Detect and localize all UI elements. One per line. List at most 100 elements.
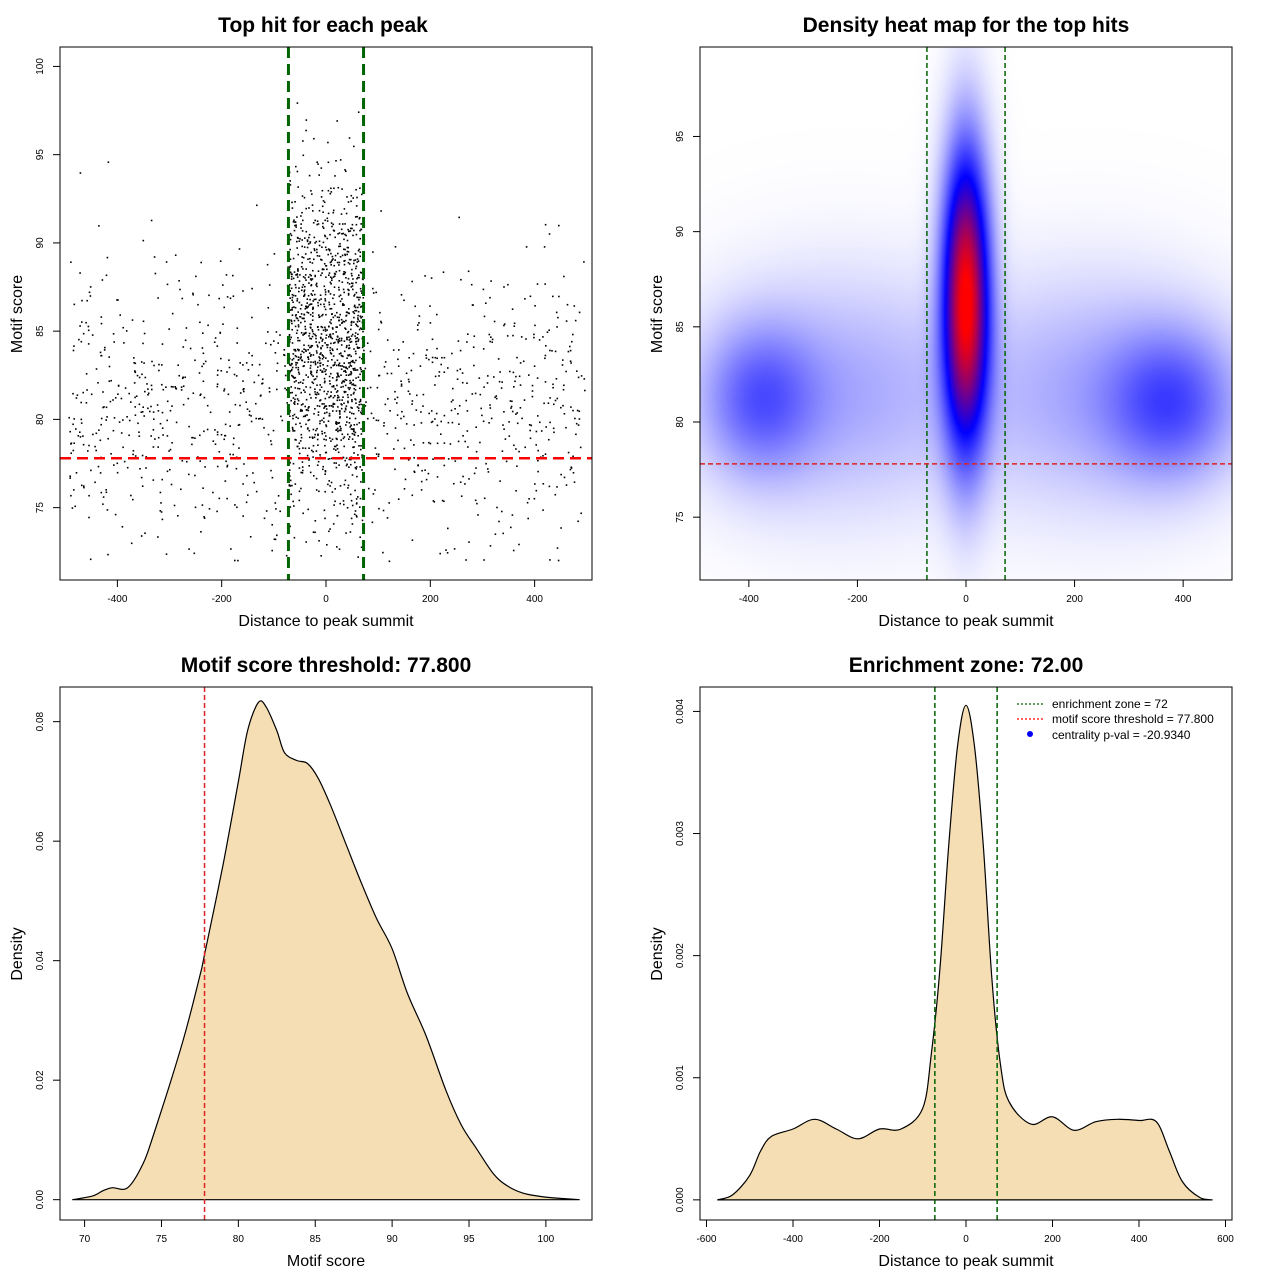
scatter-point — [345, 366, 347, 369]
distance-density-x-axis: -600 -400 -200 0 200 400 600 — [696, 1219, 1234, 1245]
legend-threshold-label: motif score threshold = 77.800 — [1052, 712, 1214, 726]
scatter-point — [342, 303, 344, 305]
scatter-point — [312, 308, 314, 310]
scatter-point — [525, 338, 527, 340]
scatter-point — [345, 457, 348, 459]
scatter-point — [324, 288, 327, 291]
scatter-point — [132, 498, 134, 501]
scatter-point — [289, 370, 292, 372]
scatter-point — [69, 475, 71, 477]
scatter-point — [142, 320, 145, 323]
scatter-point — [296, 274, 299, 276]
scatter-point — [268, 387, 271, 389]
scatter-point — [347, 288, 349, 291]
scatter-point — [432, 458, 434, 460]
scatter-point — [88, 516, 90, 519]
scatter-point — [248, 410, 251, 413]
scatter-point — [352, 383, 355, 385]
scatter-point — [332, 276, 335, 278]
scatter-point — [307, 409, 310, 412]
scatter-point — [299, 308, 302, 310]
scatter-point — [329, 383, 331, 385]
scatter-point — [293, 271, 296, 273]
scatter-point — [296, 247, 298, 249]
scatter-point — [106, 509, 109, 511]
scatter-point — [402, 341, 404, 343]
scatter-point — [352, 413, 355, 415]
scatter-point — [351, 432, 354, 435]
heatmap-y-tick-label: 90 — [675, 226, 686, 238]
scatter-point — [255, 402, 257, 405]
scatter-point — [309, 471, 312, 474]
scatter-point — [348, 438, 350, 440]
scatter-point — [112, 399, 114, 401]
scatter-point — [355, 205, 358, 207]
scatter-point — [331, 327, 334, 329]
scatter-point — [128, 419, 131, 422]
scatter-point — [184, 376, 186, 379]
scatter-point — [342, 355, 344, 358]
scatter-point — [357, 318, 359, 321]
scatter-point — [467, 446, 469, 448]
scatter-point — [407, 459, 410, 461]
scatter-point — [474, 499, 477, 502]
scatter-point — [138, 431, 140, 433]
scatter-point — [529, 437, 532, 440]
scatter-point — [447, 458, 450, 460]
scatter-point — [548, 233, 551, 235]
scatter-point — [102, 496, 105, 498]
scatter-point — [289, 479, 292, 482]
scatter-point — [298, 388, 301, 390]
scatter-point — [246, 474, 248, 477]
scatter-point — [537, 415, 539, 417]
scatter-point — [376, 386, 379, 389]
scatter-point — [442, 271, 445, 273]
scatter-point — [328, 380, 331, 382]
scatter-point — [289, 266, 291, 268]
scatter-point — [400, 380, 402, 382]
scatter-point — [347, 292, 350, 295]
scatter-point — [342, 223, 344, 225]
scatter-point — [325, 435, 327, 437]
scatter-point — [436, 424, 439, 427]
scatter-point — [350, 328, 352, 331]
scatter-point — [304, 405, 306, 408]
scatter-point — [322, 364, 324, 366]
scatter-y-tick-label: 75 — [35, 502, 46, 514]
scatter-point — [173, 504, 176, 507]
scatter-point — [403, 299, 405, 302]
scatter-point — [162, 434, 164, 436]
scatter-point — [291, 322, 293, 325]
scatter-point — [322, 417, 325, 420]
scatter-point — [358, 328, 361, 331]
scatter-point — [321, 272, 323, 274]
scatter-point — [556, 547, 559, 549]
scatter-point — [494, 396, 496, 399]
scatter-point — [551, 350, 553, 352]
scatter-point — [323, 305, 326, 308]
scatter-point — [181, 460, 184, 462]
scatter-point — [328, 334, 331, 336]
scatter-point — [497, 358, 500, 360]
scatter-point — [342, 304, 344, 306]
scatter-point — [224, 480, 227, 482]
scatter-point — [309, 436, 311, 439]
scatter-point — [343, 370, 345, 373]
scatter-point — [212, 491, 214, 494]
scatter-point — [340, 407, 343, 410]
scatter-point — [343, 381, 346, 383]
scatter-point — [292, 357, 295, 360]
distance-density-x-tick-label: 600 — [1217, 1234, 1234, 1245]
scatter-point — [328, 274, 330, 276]
scatter-point — [76, 394, 79, 396]
scatter-point — [116, 471, 119, 474]
scatter-point — [309, 393, 311, 396]
scatter-point — [346, 367, 349, 370]
scatter-point — [548, 438, 550, 441]
scatter-point — [552, 386, 554, 389]
scatter-point — [358, 299, 360, 301]
scatter-point — [321, 433, 324, 435]
scatter-point — [222, 323, 224, 325]
scatter-point — [171, 442, 173, 444]
